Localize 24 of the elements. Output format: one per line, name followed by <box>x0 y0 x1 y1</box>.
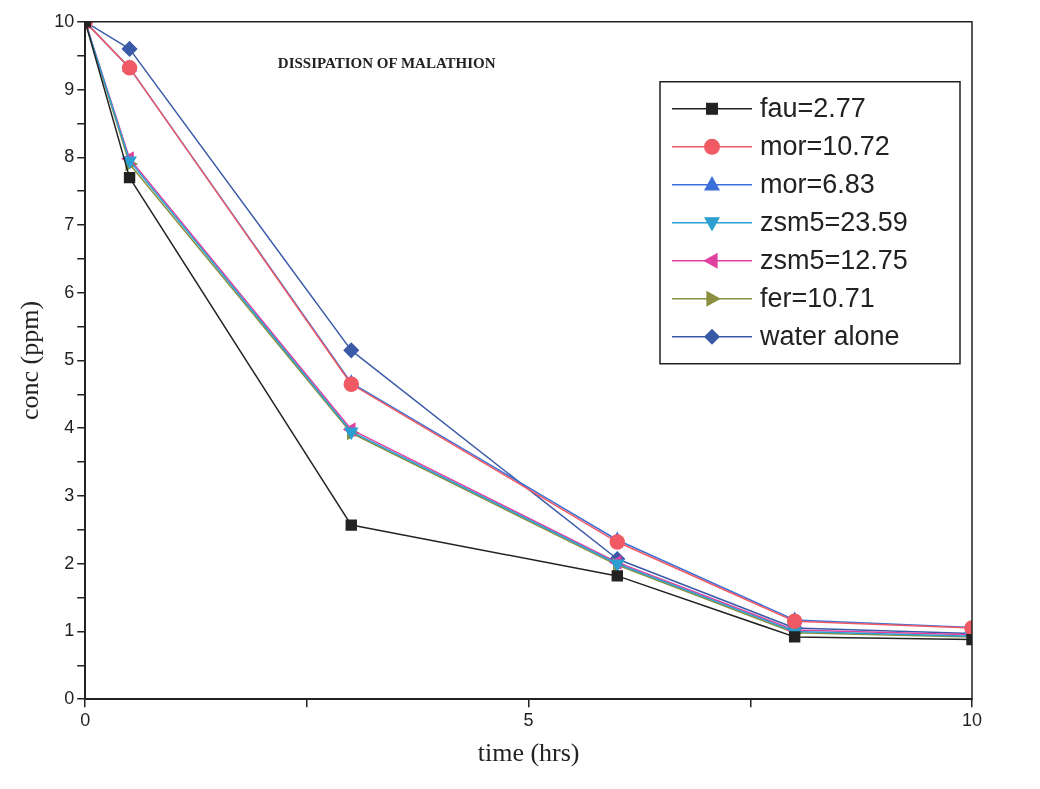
legend-label: fau=2.77 <box>760 93 866 124</box>
y-tick-label: 5 <box>64 349 75 370</box>
y-tick-label: 6 <box>64 281 75 302</box>
text: DISSIPATION OF MALATHION <box>277 54 496 71</box>
legend-label: zsm5=23.59 <box>760 207 908 238</box>
legend-label: mor=10.72 <box>760 131 890 162</box>
y-tick-label: 2 <box>64 552 75 573</box>
x-tick-label: 5 <box>523 709 534 730</box>
x-tick-label: 10 <box>961 709 983 730</box>
x-tick-label: 0 <box>80 709 91 730</box>
legend-label: mor=6.83 <box>760 169 875 200</box>
legend-label: water alone <box>759 321 900 352</box>
y-tick-label: 10 <box>54 10 75 31</box>
y-tick-label: 4 <box>64 417 75 438</box>
x-axis-title: time (hrs) <box>477 738 580 768</box>
y-tick-label: 8 <box>64 146 75 167</box>
y-axis-title: conc (ppm) <box>15 300 45 421</box>
y-tick-label: 0 <box>64 688 75 709</box>
y-tick-label: 7 <box>64 213 75 234</box>
legend-label: zsm5=12.75 <box>760 245 908 276</box>
y-tick-label: 1 <box>64 620 75 641</box>
y-tick-label: 9 <box>64 78 75 99</box>
y-tick-label: 3 <box>64 484 75 505</box>
legend-label: fer=10.71 <box>760 283 875 314</box>
